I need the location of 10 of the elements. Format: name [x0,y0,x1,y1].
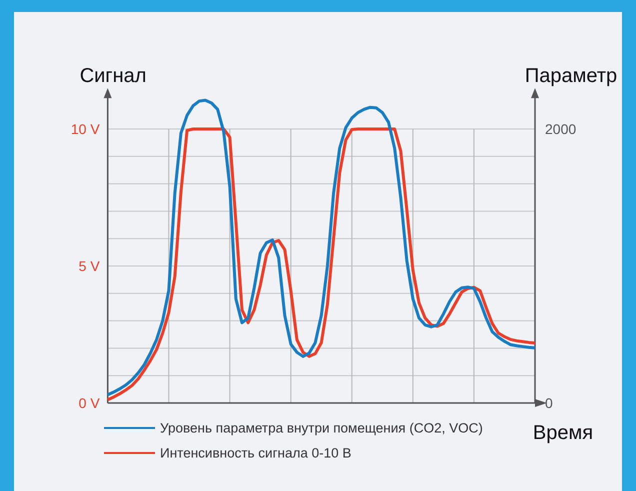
legend-label: Интенсивность сигнала 0-10 В [160,446,352,461]
y2-tick-label: 2000 [545,120,576,137]
x-axis-title: Время [532,422,594,444]
y-tick-label: 0 V [78,394,100,411]
y-tick-label: 10 V [70,120,100,137]
y2-tick-label: 0 [545,394,553,411]
y2-axis-title: Параметр [524,65,618,88]
legend-label: Уровень параметра внутри помещения (CO2, VOC) [160,420,483,436]
y-axis-title: Сигнал [80,65,146,88]
y-tick-label: 5 V [78,258,100,274]
